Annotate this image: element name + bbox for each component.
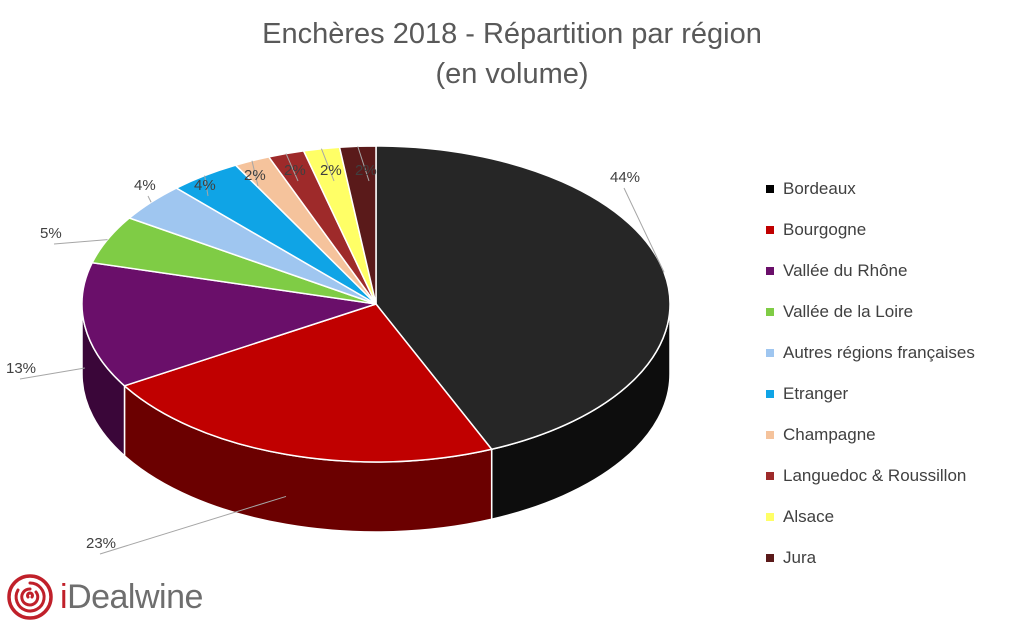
data-label: 13% [6, 360, 36, 377]
legend-label: Etranger [783, 383, 849, 403]
data-label: 23% [86, 535, 116, 552]
legend-swatch [766, 225, 774, 234]
pie-tops [81, 145, 671, 463]
legend-label: Autres régions françaises [783, 342, 975, 362]
legend-swatch [766, 471, 774, 480]
legend-item: Vallée de la Loire [766, 291, 1024, 332]
data-label: 4% [134, 177, 156, 194]
legend-swatch [766, 184, 774, 193]
data-label: 2% [284, 162, 306, 179]
brand-name-rest: Dealwine [67, 577, 203, 616]
data-label: 5% [40, 225, 62, 242]
legend-item: Jura [766, 537, 1024, 578]
chart-title-line1: Enchères 2018 - Répartition par région [262, 18, 762, 50]
chart-title: Enchères 2018 - Répartition par région (… [0, 14, 1024, 94]
leader-line [251, 160, 259, 187]
legend-swatch [766, 389, 774, 398]
brand-name-accent: i [60, 577, 68, 616]
leader-line [53, 239, 108, 245]
legend-item: Autres régions françaises [766, 332, 1024, 373]
legend-swatch [766, 266, 774, 275]
legend-item: Languedoc & Roussillon [766, 455, 1024, 496]
brand-name: iDealwine [60, 578, 203, 617]
leader-line [285, 153, 299, 182]
legend-swatch [766, 553, 774, 562]
legend-item: Etranger [766, 373, 1024, 414]
legend-item: Bourgogne [766, 209, 1024, 250]
data-label: 2% [244, 167, 266, 184]
legend-swatch [766, 430, 774, 439]
legend-swatch [766, 307, 774, 316]
legend-label: Vallée du Rhône [783, 260, 908, 280]
legend-label: Vallée de la Loire [783, 301, 914, 321]
spiral-logo-icon [7, 574, 53, 620]
leader-line [357, 146, 370, 182]
legend-label: Alsace [783, 506, 835, 526]
leader-line [623, 187, 665, 273]
leader-line [147, 195, 152, 203]
data-label: 2% [355, 162, 377, 179]
pie-slice [338, 145, 377, 305]
data-label: 4% [194, 177, 216, 194]
leader-line [320, 148, 335, 182]
legend-label: Jura [783, 547, 817, 567]
legend-label: Languedoc & Roussillon [783, 465, 967, 485]
legend-item: Vallée du Rhône [766, 250, 1024, 291]
legend-swatch [766, 512, 774, 521]
data-label: 44% [610, 169, 640, 186]
legend-swatch [766, 348, 774, 357]
legend-label: Bourgogne [783, 219, 867, 239]
legend-item: Alsace [766, 496, 1024, 537]
chart-title-line2: (en volume) [435, 58, 589, 90]
legend-item: Bordeaux [766, 168, 1024, 209]
legend-label: Champagne [783, 424, 876, 444]
leader-line [19, 367, 85, 380]
leader-line [204, 175, 209, 197]
leader-line [99, 495, 287, 555]
pie-slice [123, 303, 493, 463]
idealwine-logo: iDealwine [6, 572, 203, 622]
data-label: 2% [320, 162, 342, 179]
chart-legend: Bordeaux Bourgogne Vallée du Rhône Vallée d… [766, 168, 1024, 578]
legend-item: Champagne [766, 414, 1024, 455]
legend-label: Bordeaux [783, 178, 856, 198]
pie-labels: 44% 23% 13% 5% 4% 4% 2% 2% 2% 2% [6, 146, 665, 555]
